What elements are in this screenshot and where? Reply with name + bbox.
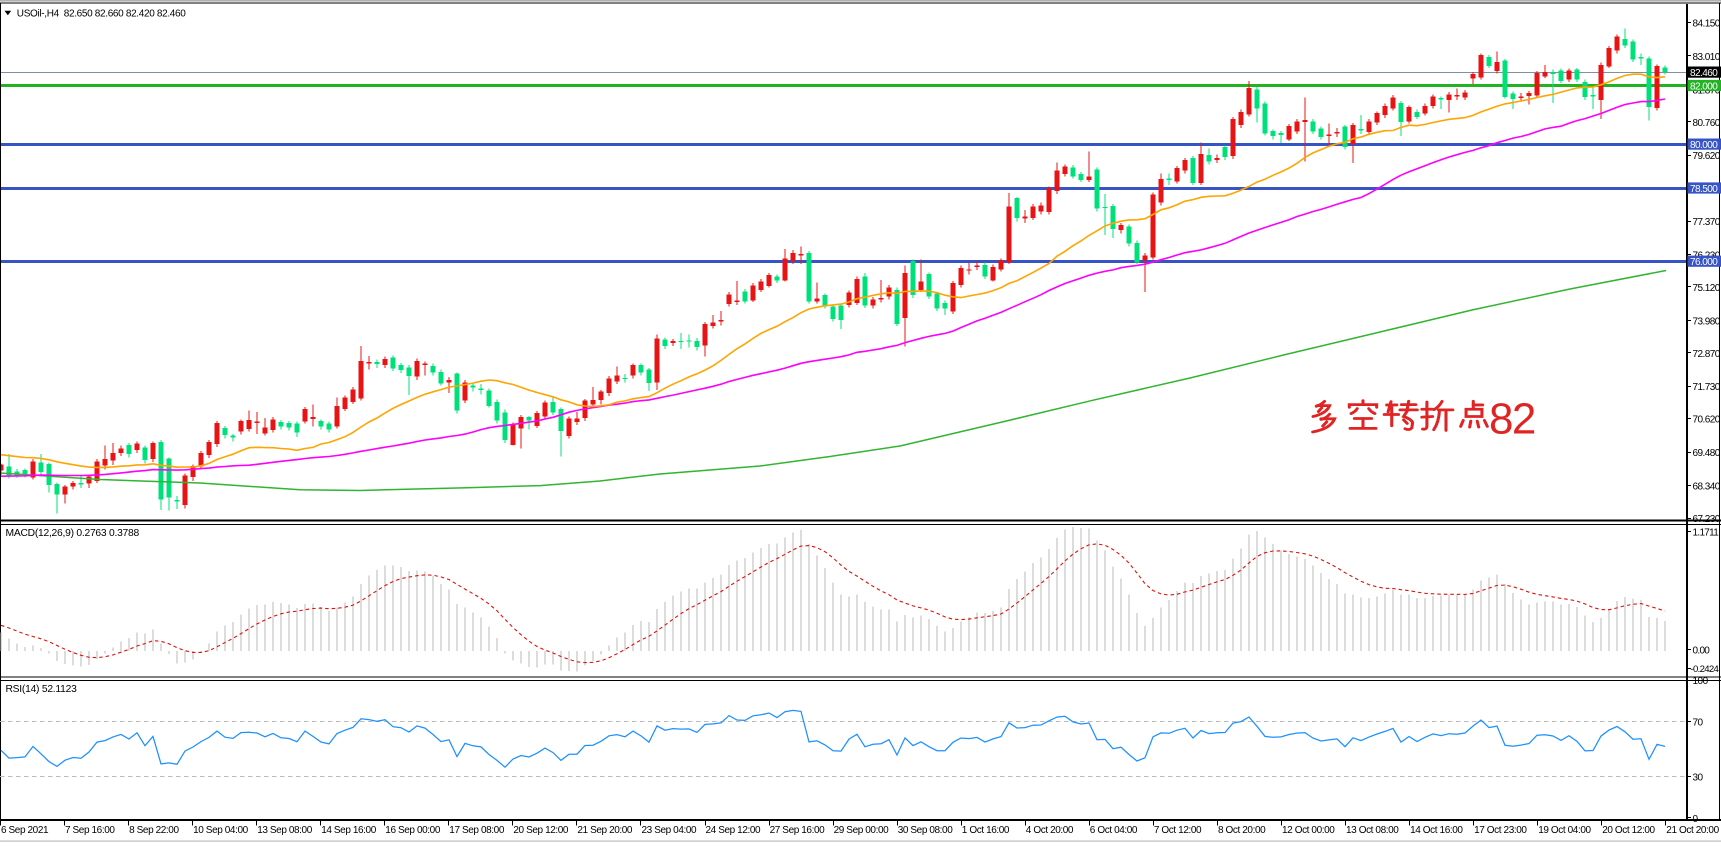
svg-text:23 Sep 04:00: 23 Sep 04:00 (642, 825, 698, 836)
svg-text:73.980: 73.980 (1693, 316, 1721, 327)
svg-text:82.460: 82.460 (1690, 68, 1718, 79)
svg-text:14 Sep 16:00: 14 Sep 16:00 (321, 825, 377, 836)
svg-text:1 Oct 16:00: 1 Oct 16:00 (962, 825, 1010, 836)
svg-text:70: 70 (1693, 718, 1704, 729)
svg-text:13 Oct 08:00: 13 Oct 08:00 (1346, 825, 1399, 836)
svg-text:USOil-,H4 82.650 82.660 82.42: USOil-,H4 82.650 82.660 82.420 82.460 (17, 9, 186, 20)
svg-text:82.000: 82.000 (1690, 82, 1718, 93)
svg-text:-0.2424: -0.2424 (1691, 664, 1720, 675)
svg-text:7 Sep 16:00: 7 Sep 16:00 (65, 825, 115, 836)
svg-text:67.230: 67.230 (1693, 514, 1721, 525)
svg-text:1.1711: 1.1711 (1693, 528, 1720, 539)
svg-text:20 Sep 12:00: 20 Sep 12:00 (513, 825, 569, 836)
svg-text:8 Oct 20:00: 8 Oct 20:00 (1218, 825, 1266, 836)
svg-text:19 Oct 04:00: 19 Oct 04:00 (1538, 825, 1591, 836)
svg-text:70.620: 70.620 (1693, 415, 1721, 426)
svg-text:100: 100 (1693, 676, 1709, 687)
svg-text:83.010: 83.010 (1693, 52, 1721, 63)
svg-text:77.370: 77.370 (1693, 217, 1721, 228)
svg-text:84.150: 84.150 (1693, 19, 1721, 30)
svg-text:30: 30 (1693, 773, 1704, 784)
svg-text:21 Oct 20:00: 21 Oct 20:00 (1666, 825, 1719, 836)
svg-text:27 Sep 16:00: 27 Sep 16:00 (770, 825, 826, 836)
svg-text:RSI(14) 52.1123: RSI(14) 52.1123 (6, 684, 78, 695)
svg-text:30 Sep 08:00: 30 Sep 08:00 (898, 825, 954, 836)
svg-text:17 Oct 23:00: 17 Oct 23:00 (1474, 825, 1527, 836)
svg-text:8 Sep 22:00: 8 Sep 22:00 (129, 825, 179, 836)
svg-text:72.870: 72.870 (1693, 349, 1721, 360)
svg-text:13 Sep 08:00: 13 Sep 08:00 (257, 825, 313, 836)
svg-text:80.000: 80.000 (1690, 140, 1718, 151)
svg-text:6 Sep 2021: 6 Sep 2021 (1, 825, 49, 836)
svg-text:6 Oct 04:00: 6 Oct 04:00 (1090, 825, 1138, 836)
svg-text:69.480: 69.480 (1693, 448, 1721, 459)
svg-text:0.00: 0.00 (1693, 646, 1711, 657)
svg-text:16 Sep 00:00: 16 Sep 00:00 (385, 825, 441, 836)
svg-text:71.730: 71.730 (1693, 382, 1721, 393)
svg-text:21 Sep 20:00: 21 Sep 20:00 (577, 825, 633, 836)
svg-text:24 Sep 12:00: 24 Sep 12:00 (706, 825, 762, 836)
svg-text:14 Oct 16:00: 14 Oct 16:00 (1410, 825, 1463, 836)
svg-text:68.340: 68.340 (1693, 482, 1721, 493)
svg-text:20 Oct 12:00: 20 Oct 12:00 (1602, 825, 1655, 836)
svg-text:80.760: 80.760 (1693, 118, 1721, 129)
svg-text:76.000: 76.000 (1690, 257, 1718, 268)
svg-text:12 Oct 00:00: 12 Oct 00:00 (1282, 825, 1335, 836)
svg-text:7 Oct 12:00: 7 Oct 12:00 (1154, 825, 1202, 836)
svg-text:79.620: 79.620 (1693, 151, 1721, 162)
svg-text:MACD(12,26,9) 0.2763 0.3788: MACD(12,26,9) 0.2763 0.3788 (6, 528, 140, 539)
svg-text:17 Sep 08:00: 17 Sep 08:00 (449, 825, 505, 836)
svg-text:10 Sep 04:00: 10 Sep 04:00 (193, 825, 249, 836)
svg-text:4 Oct 20:00: 4 Oct 20:00 (1026, 825, 1074, 836)
svg-text:82: 82 (1489, 395, 1535, 444)
svg-text:78.500: 78.500 (1690, 184, 1718, 195)
svg-text:29 Sep 00:00: 29 Sep 00:00 (834, 825, 890, 836)
svg-text:75.120: 75.120 (1693, 283, 1721, 294)
